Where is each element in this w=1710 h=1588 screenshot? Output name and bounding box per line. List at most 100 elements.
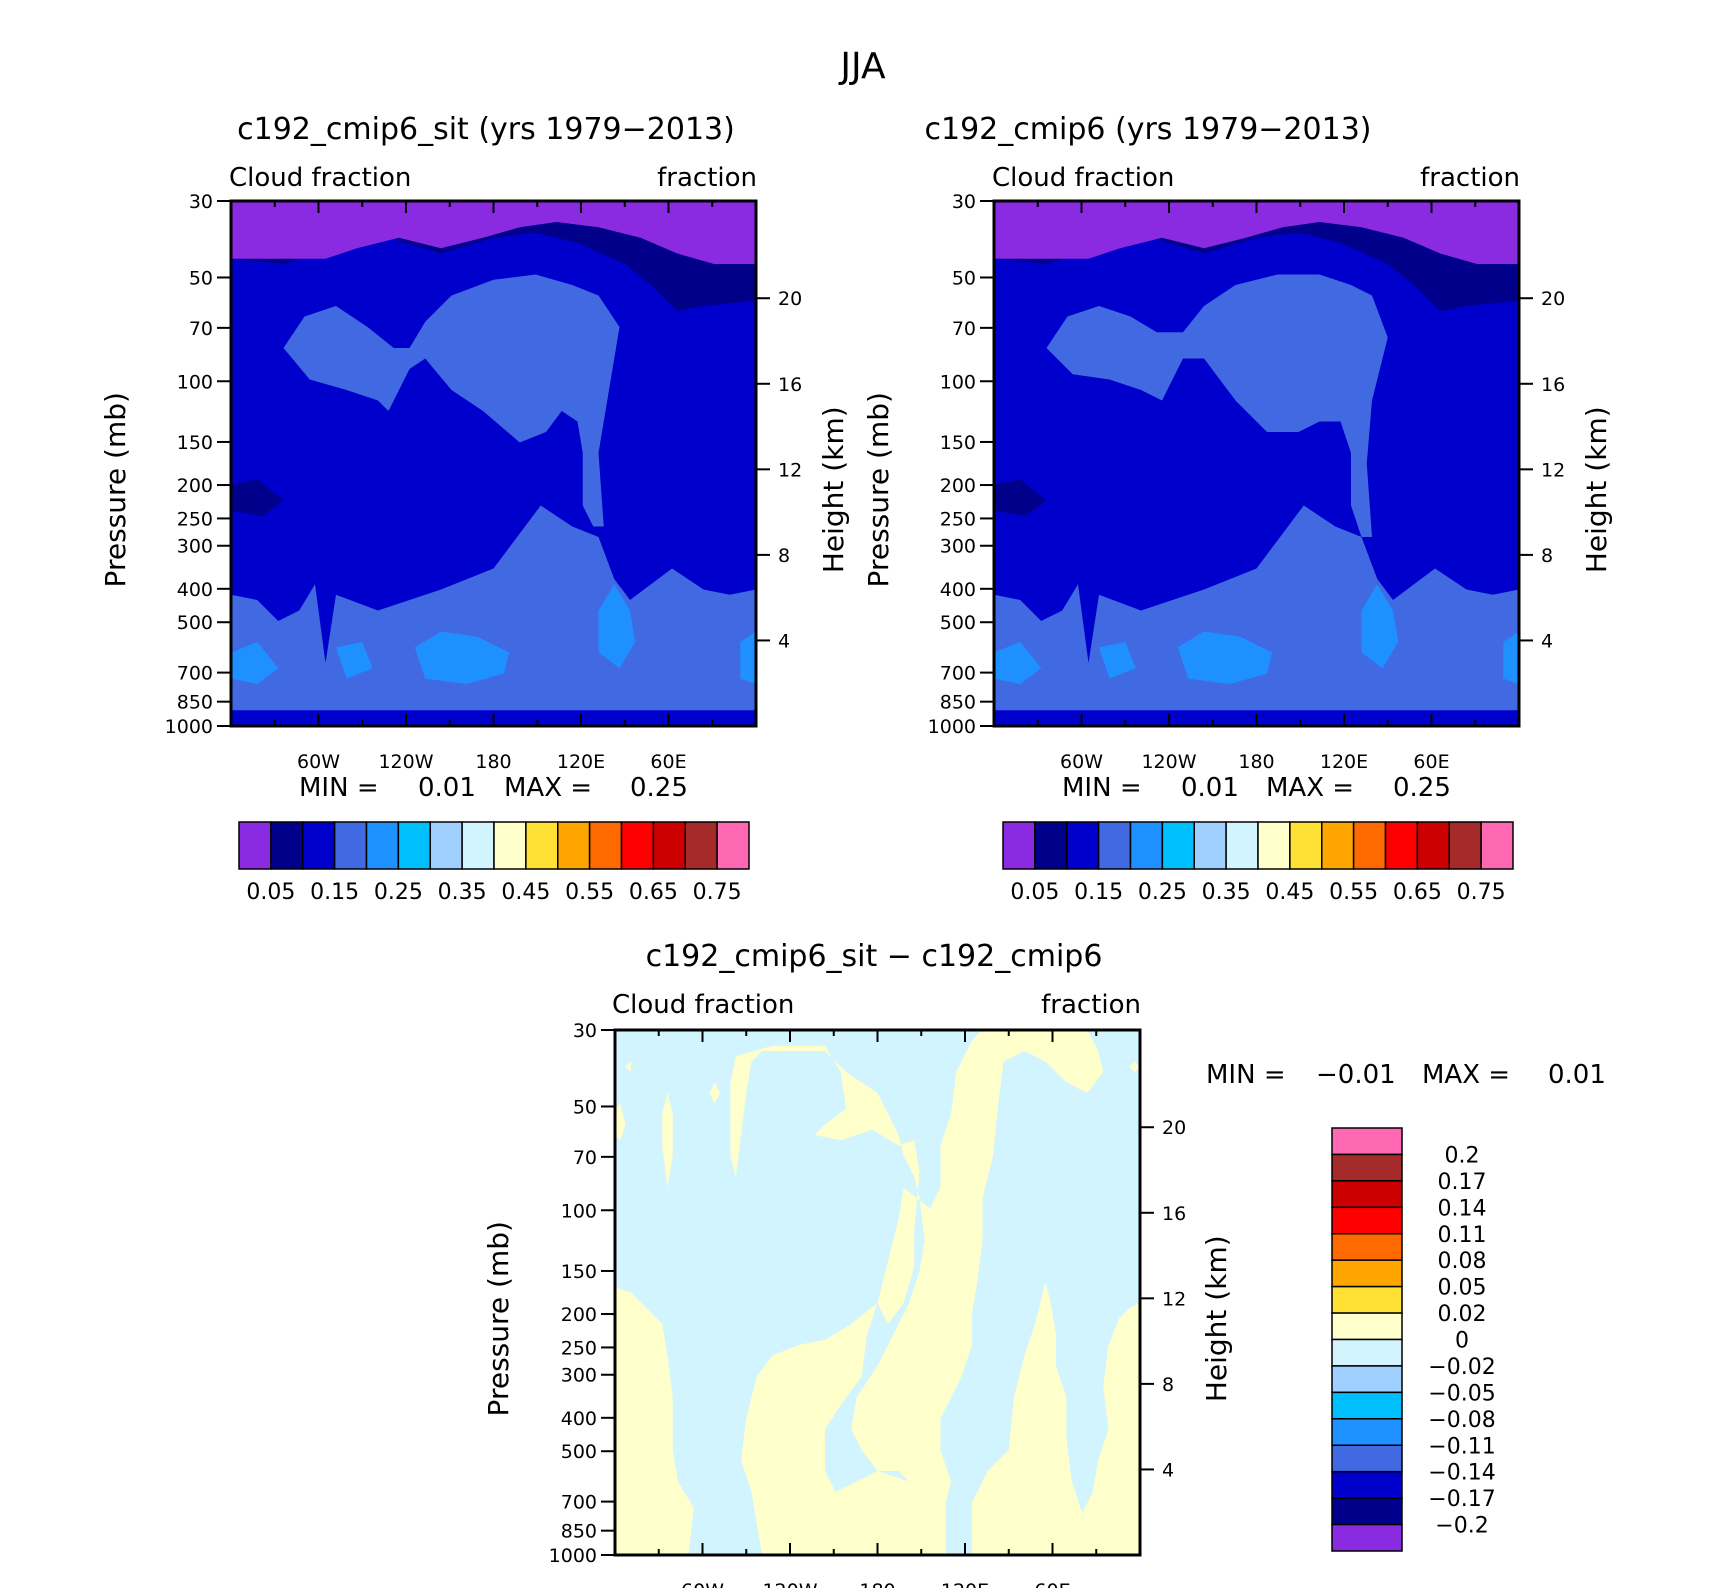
colorbar-swatch (588, 821, 623, 870)
xtick-label: 120W (1141, 751, 1196, 773)
colorbar-swatch (1331, 1233, 1403, 1261)
contour-band-0.15-0.20-upper (1046, 274, 1388, 537)
stats-max-value: 0.25 (1393, 773, 1451, 803)
subtitle-left: Cloud fraction (612, 990, 794, 1020)
colorbar-swatch (1034, 821, 1068, 870)
ylabel: Pressure (mb) (99, 392, 132, 587)
subtitle-left: Cloud fraction (992, 163, 1174, 193)
ytick-label: 1000 (549, 1545, 597, 1567)
ytick-label: 700 (177, 663, 213, 685)
colorbar-label: 0.14 (1438, 1196, 1487, 1221)
ytick-label: 70 (952, 318, 976, 340)
ytick-label: 400 (561, 1408, 597, 1430)
colorbar-swatch (1331, 1338, 1403, 1367)
colorbar-swatch (1321, 821, 1355, 870)
contour-band-0.20-0.25 (231, 584, 756, 684)
colorbar-label: 0.17 (1438, 1170, 1487, 1195)
colorbar-swatch (333, 821, 368, 870)
colorbar-swatch (397, 821, 431, 870)
subtitle-right: fraction (1420, 163, 1520, 193)
colorbar-swatch (429, 821, 463, 870)
ytick-label: 500 (940, 612, 976, 634)
colorbar-label: 0.08 (1438, 1249, 1487, 1274)
colorbar-swatch (1416, 821, 1450, 870)
colorbar-label: 0.05 (246, 880, 295, 905)
ytick-right-label: 4 (1162, 1459, 1174, 1481)
stats-min-value: 0.01 (418, 773, 476, 803)
colorbar-swatch (1448, 821, 1482, 870)
subtitle-left: Cloud fraction (229, 163, 411, 193)
colorbar-swatch (1331, 1206, 1403, 1235)
panel-left: c192_cmip6_sit (yrs 1979−2013) Cloud fra… (229, 112, 758, 803)
panel-title: c192_cmip6 (yrs 1979−2013) (925, 112, 1372, 147)
panel-title: c192_cmip6_sit (yrs 1979−2013) (237, 112, 735, 147)
contour-band-0.15-0.20-upper (283, 274, 620, 527)
xtick-label: 60W (297, 751, 340, 773)
colorbar-label: −0.2 (1435, 1514, 1488, 1539)
colorbar-swatch (1289, 821, 1323, 870)
colorbar-swatch (1331, 1365, 1403, 1394)
colorbar-label: 0.75 (693, 880, 742, 905)
ytick-label: 150 (940, 432, 976, 454)
colorbar-swatch (1193, 821, 1227, 870)
colorbar-swatch (1331, 1312, 1403, 1341)
ytick-label: 300 (940, 536, 976, 558)
xtick-label: 60W (1060, 751, 1103, 773)
ytick-label: 100 (561, 1200, 597, 1222)
contour-band-0.05-0.10-low (231, 479, 284, 516)
stats-min-label: MIN = (299, 773, 379, 803)
colorbar-swatch (1331, 1285, 1403, 1314)
colorbar-swatch (1002, 821, 1036, 870)
stats-min-label: MIN = (1206, 1060, 1286, 1090)
xtick-label: 60E (1413, 751, 1449, 773)
ytick-label: 250 (177, 508, 213, 530)
colorbar-swatch (525, 821, 559, 870)
ytick-right-label: 16 (1541, 374, 1565, 396)
colorbar-label: 0.65 (629, 880, 678, 905)
colorbar-swatch (1097, 821, 1132, 870)
xtick-label: 60E (650, 751, 686, 773)
colorbar-label: 0.45 (1265, 880, 1314, 905)
xtick-label: 120W (762, 1580, 817, 1588)
ytick-label: 1000 (165, 716, 213, 738)
colorbar-swatch (1352, 821, 1387, 870)
ytick-label: 50 (189, 267, 213, 289)
panel-title: c192_cmip6_sit − c192_cmip6 (646, 939, 1103, 974)
ytick-label: 100 (940, 371, 976, 393)
ytick-label: 700 (561, 1492, 597, 1514)
colorbar-label: 0.55 (1329, 880, 1378, 905)
xtick-label: 60E (1034, 1580, 1070, 1588)
ytick-label: 1000 (928, 716, 976, 738)
ytick-label: 250 (561, 1337, 597, 1359)
stats-max-label: MAX = (1422, 1060, 1510, 1090)
subtitle-right: fraction (657, 163, 757, 193)
colorbar-swatch (1331, 1180, 1403, 1209)
contour-band-0-0.02-spots (615, 1061, 1140, 1188)
ylabel: Pressure (mb) (862, 392, 895, 587)
colorbar-label: −0.02 (1428, 1355, 1495, 1380)
colorbar-swatch (1331, 1127, 1403, 1156)
xtick-label: 180 (1238, 751, 1274, 773)
ytick-label: 150 (177, 432, 213, 454)
ytick-label: 200 (177, 475, 213, 497)
colorbar-label: 0.35 (1202, 880, 1251, 905)
xtick-label: 60W (681, 1580, 724, 1588)
ytick-label: 500 (561, 1441, 597, 1463)
colorbar-swatch (1331, 1444, 1403, 1473)
colorbar-swatch (1384, 821, 1419, 870)
stats-min-value: −0.01 (1316, 1060, 1396, 1090)
colorbar-left: 0.05 0.15 0.25 0.35 0.45 0.55 0.65 0.75 (238, 821, 750, 905)
colorbar-label: 0.2 (1445, 1143, 1480, 1168)
colorbar-right: 0.05 0.15 0.25 0.35 0.45 0.55 0.65 0.75 (1002, 821, 1514, 905)
ylabel-right: Height (km) (817, 406, 850, 573)
colorbar-swatch (1331, 1153, 1403, 1182)
ytick-right-label: 20 (778, 288, 802, 310)
contour-band-0-0.02-central (730, 1030, 1140, 1555)
ytick-right-label: 16 (1162, 1203, 1186, 1225)
colorbar-label: 0.25 (1138, 880, 1187, 905)
colorbar-label: −0.11 (1428, 1434, 1495, 1459)
contour-band-0-0.02-west (615, 1287, 694, 1555)
